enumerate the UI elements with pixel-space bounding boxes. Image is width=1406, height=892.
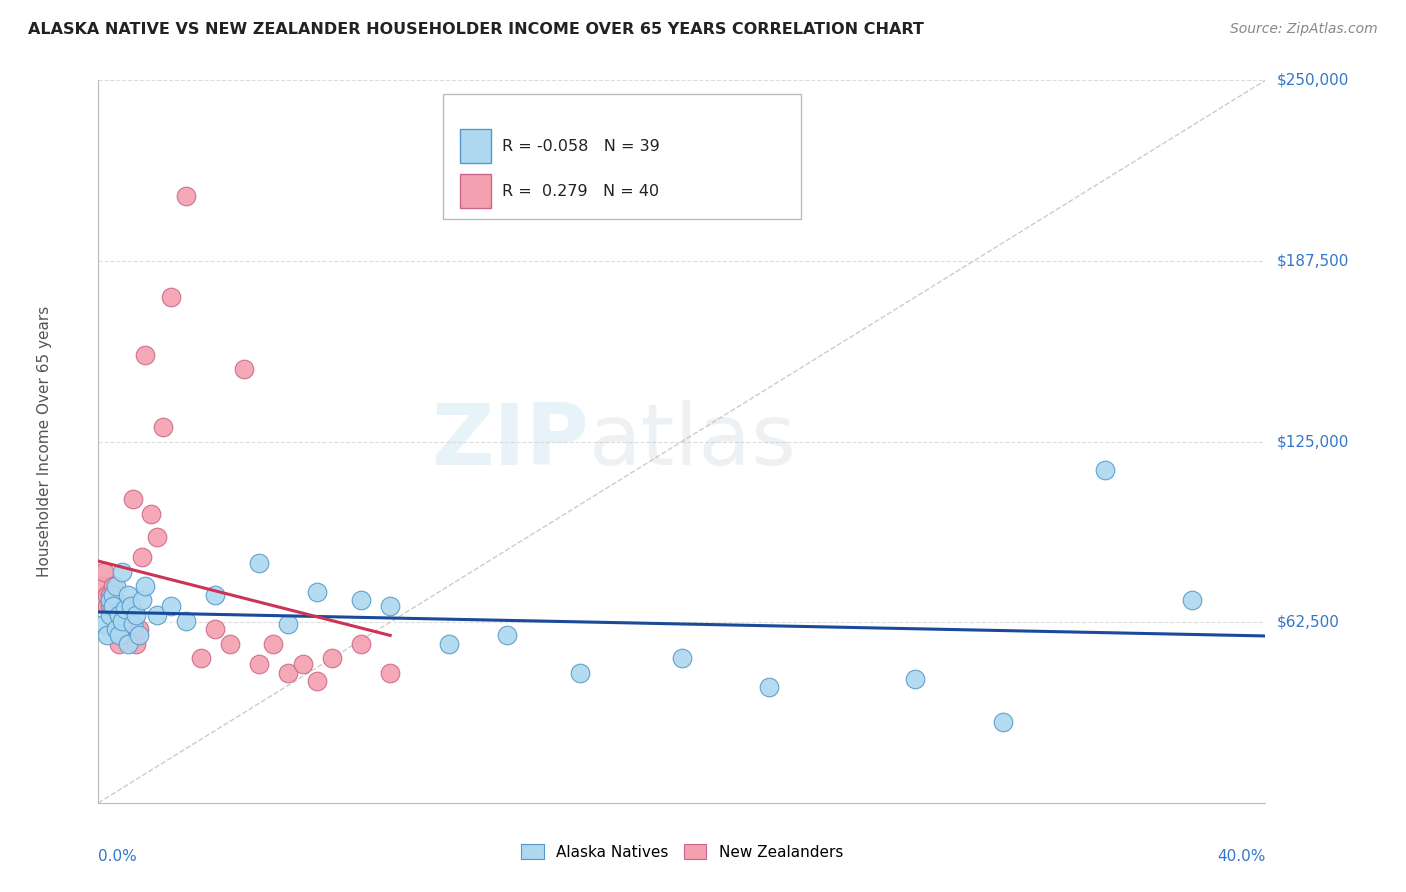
Point xyxy=(96,588,118,602)
Text: ALASKA NATIVE VS NEW ZEALANDER HOUSEHOLDER INCOME OVER 65 YEARS CORRELATION CHAR: ALASKA NATIVE VS NEW ZEALANDER HOUSEHOLD… xyxy=(28,22,924,37)
Point xyxy=(111,565,134,579)
Point xyxy=(350,593,373,607)
Point xyxy=(108,607,131,622)
Point xyxy=(307,674,329,689)
Point xyxy=(160,599,183,614)
Text: 40.0%: 40.0% xyxy=(1218,849,1265,864)
Point xyxy=(114,623,136,637)
Point xyxy=(125,637,148,651)
Point xyxy=(108,637,131,651)
Point xyxy=(146,530,169,544)
Point xyxy=(174,189,197,203)
Point xyxy=(218,637,240,651)
Point xyxy=(496,628,519,642)
Legend: Alaska Natives, New Zealanders: Alaska Natives, New Zealanders xyxy=(513,836,851,867)
Point xyxy=(104,623,127,637)
Point xyxy=(991,714,1014,729)
Point xyxy=(277,616,299,631)
Point xyxy=(98,593,121,607)
Point xyxy=(139,507,162,521)
Point xyxy=(93,565,115,579)
Point xyxy=(120,599,142,614)
Point xyxy=(380,599,402,614)
Point xyxy=(131,550,153,565)
Point xyxy=(277,665,299,680)
Point xyxy=(101,593,124,607)
Text: $125,000: $125,000 xyxy=(1277,434,1350,449)
Point xyxy=(134,579,156,593)
Point xyxy=(262,637,284,651)
Point xyxy=(204,623,226,637)
Point xyxy=(291,657,314,671)
Point xyxy=(437,637,460,651)
Point xyxy=(120,616,142,631)
Point xyxy=(117,588,139,602)
Point xyxy=(98,588,121,602)
Point xyxy=(104,579,127,593)
Point xyxy=(204,588,226,602)
Point xyxy=(380,665,402,680)
Point xyxy=(98,607,121,622)
Point xyxy=(93,616,115,631)
Point xyxy=(307,584,329,599)
Text: ZIP: ZIP xyxy=(430,400,589,483)
Point xyxy=(101,588,124,602)
Point xyxy=(134,348,156,362)
Text: Householder Income Over 65 years: Householder Income Over 65 years xyxy=(37,306,52,577)
Point xyxy=(321,651,343,665)
Point xyxy=(190,651,212,665)
Point xyxy=(98,599,121,614)
Text: atlas: atlas xyxy=(589,400,797,483)
Point xyxy=(117,607,139,622)
Point xyxy=(122,492,145,507)
Point xyxy=(108,628,131,642)
Point xyxy=(1181,593,1204,607)
Point xyxy=(125,607,148,622)
Point xyxy=(117,637,139,651)
Text: Source: ZipAtlas.com: Source: ZipAtlas.com xyxy=(1230,22,1378,37)
Point xyxy=(117,628,139,642)
Point xyxy=(1094,463,1116,477)
Point xyxy=(152,420,174,434)
Point xyxy=(160,290,183,304)
Point xyxy=(104,599,127,614)
Point xyxy=(90,579,112,593)
Point xyxy=(568,665,591,680)
Point xyxy=(111,628,134,642)
Point xyxy=(114,602,136,616)
Point xyxy=(904,672,927,686)
Point xyxy=(131,593,153,607)
Text: R = -0.058   N = 39: R = -0.058 N = 39 xyxy=(502,138,659,153)
Point xyxy=(247,556,270,570)
Point xyxy=(104,593,127,607)
Text: $62,500: $62,500 xyxy=(1277,615,1340,630)
Text: R =  0.279   N = 40: R = 0.279 N = 40 xyxy=(502,184,659,199)
Point xyxy=(122,616,145,631)
Point xyxy=(111,616,134,631)
Point xyxy=(758,680,780,694)
Point xyxy=(96,628,118,642)
Text: 0.0%: 0.0% xyxy=(98,849,138,864)
Point xyxy=(128,623,150,637)
Point xyxy=(111,614,134,628)
Point xyxy=(101,599,124,614)
Point xyxy=(101,579,124,593)
Point xyxy=(671,651,693,665)
Point xyxy=(233,362,256,376)
Point xyxy=(96,599,118,614)
Point xyxy=(350,637,373,651)
Point xyxy=(146,607,169,622)
Text: $187,500: $187,500 xyxy=(1277,253,1350,268)
Point xyxy=(247,657,270,671)
Text: $250,000: $250,000 xyxy=(1277,73,1350,87)
Point xyxy=(108,607,131,622)
Point xyxy=(128,628,150,642)
Point xyxy=(174,614,197,628)
